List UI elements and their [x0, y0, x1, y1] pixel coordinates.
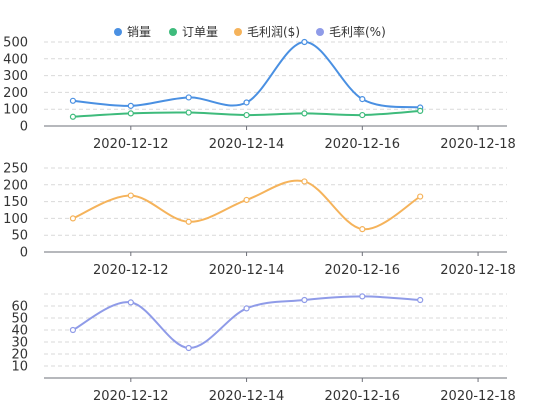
data-point[interactable]: [127, 299, 134, 306]
y-tick-label: 400: [3, 52, 28, 67]
y-tick-label: 300: [3, 69, 28, 84]
series-line: [72, 40, 421, 109]
data-point[interactable]: [127, 110, 134, 117]
legend-item-0[interactable]: 销量: [114, 25, 151, 39]
series-毛利润($): [69, 178, 424, 233]
y-tick-label: 150: [3, 195, 28, 210]
legend-marker-3: [316, 28, 324, 36]
legend-item-3[interactable]: 毛利率(%): [316, 24, 386, 39]
legend-marker-1: [169, 28, 177, 36]
series-line: [72, 179, 421, 231]
data-point[interactable]: [69, 326, 77, 334]
data-point[interactable]: [243, 111, 250, 119]
x-tick-label: 2020-12-16: [325, 263, 401, 278]
data-point[interactable]: [359, 226, 366, 233]
x-tick-label: 2020-12-18: [440, 137, 516, 152]
data-point[interactable]: [243, 305, 250, 312]
data-point[interactable]: [185, 344, 192, 352]
series-订单量: [69, 107, 424, 120]
data-point[interactable]: [243, 99, 250, 106]
x-tick-label: 2020-12-16: [325, 389, 401, 404]
y-tick-label: 250: [3, 162, 28, 177]
data-point[interactable]: [417, 193, 424, 200]
y-tick-label: 30: [11, 336, 28, 351]
data-point[interactable]: [69, 215, 77, 222]
data-point[interactable]: [127, 192, 134, 199]
x-tick-label: 2020-12-14: [209, 137, 285, 152]
data-point[interactable]: [69, 97, 77, 104]
data-point[interactable]: [127, 102, 134, 109]
legend-item-1[interactable]: 订单量: [169, 25, 218, 39]
y-tick-label: 100: [3, 212, 28, 227]
y-tick-label: 200: [3, 86, 28, 101]
x-tick-label: 2020-12-14: [209, 263, 285, 278]
y-tick-label: 20: [11, 348, 28, 363]
y-tick-label: 100: [3, 103, 28, 118]
legend-marker-0: [114, 28, 122, 36]
y-tick-label: 60: [11, 300, 28, 315]
series-line: [72, 295, 421, 350]
data-point[interactable]: [69, 113, 77, 120]
x-tick-label: 2020-12-14: [209, 389, 285, 404]
y-tick-label: 200: [3, 178, 28, 193]
data-point[interactable]: [301, 110, 308, 117]
y-tick-label: 0: [20, 120, 28, 135]
data-point[interactable]: [417, 296, 424, 304]
data-point[interactable]: [417, 107, 424, 114]
series-销量: [69, 38, 424, 111]
series-毛利率(%): [69, 293, 424, 352]
data-point[interactable]: [185, 109, 192, 116]
y-tick-label: 50: [11, 312, 28, 327]
x-tick-label: 2020-12-18: [440, 389, 516, 404]
x-tick-label: 2020-12-12: [93, 389, 169, 404]
x-tick-label: 2020-12-18: [440, 263, 516, 278]
legend-marker-2: [234, 28, 242, 36]
data-point[interactable]: [301, 296, 308, 304]
data-point[interactable]: [359, 111, 366, 119]
data-point[interactable]: [359, 293, 366, 300]
y-tick-label: 0: [20, 246, 28, 261]
legend-label-3: 毛利率(%): [329, 24, 386, 39]
y-tick-label: 10: [11, 360, 28, 375]
legend-label-0: 销量: [127, 25, 151, 39]
y-tick-label: 50: [11, 229, 28, 244]
data-point[interactable]: [301, 38, 308, 46]
data-point[interactable]: [243, 196, 250, 204]
data-point[interactable]: [185, 94, 192, 101]
x-tick-label: 2020-12-16: [325, 137, 401, 152]
data-point[interactable]: [359, 96, 366, 103]
y-tick-label: 500: [3, 36, 28, 51]
data-point[interactable]: [185, 218, 192, 225]
legend-label-1: 订单量: [182, 25, 218, 39]
y-tick-label: 40: [11, 324, 28, 339]
x-tick-label: 2020-12-12: [93, 137, 169, 152]
data-point[interactable]: [301, 178, 308, 185]
x-tick-label: 2020-12-12: [93, 263, 169, 278]
legend[interactable]: 销量 订单量 毛利润($) 毛利率(%): [114, 24, 386, 39]
legend-item-2[interactable]: 毛利润($): [234, 25, 300, 39]
legend-label-2: 毛利润($): [247, 25, 300, 39]
